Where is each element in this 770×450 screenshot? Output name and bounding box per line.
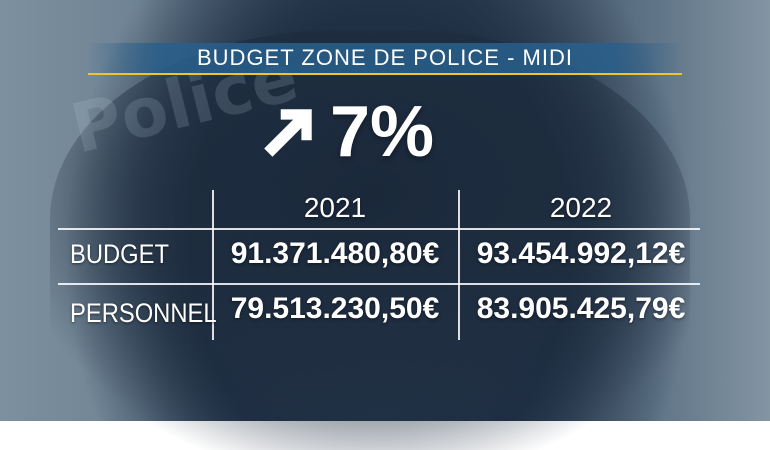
budget-2022-value: 93.454.992,12€ [476, 237, 686, 270]
row-label-budget: BUDGET [70, 239, 170, 269]
arrow-up-right-icon [264, 109, 312, 157]
budget-2021-value: 91.371.480,80€ [230, 237, 440, 270]
page-title: BUDGET ZONE DE POLICE - MIDI [197, 45, 573, 70]
personnel-2022-value: 83.905.425,79€ [476, 292, 686, 325]
row-label-personnel: PERSONNEL [70, 298, 217, 328]
increase-indicator: 7% [258, 92, 434, 172]
police-officer-silhouette [50, 30, 690, 450]
table-row-separator [58, 283, 700, 285]
column-header-2021: 2021 [303, 192, 367, 223]
table-divider-left [212, 190, 214, 340]
percentage-increase: 7% [330, 92, 435, 172]
personnel-2021-value: 79.513.230,50€ [230, 292, 440, 325]
column-header-2022: 2022 [549, 192, 613, 223]
table-header-line [58, 228, 700, 230]
table-divider-right [458, 190, 460, 340]
title-bar: BUDGET ZONE DE POLICE - MIDI [88, 43, 682, 75]
